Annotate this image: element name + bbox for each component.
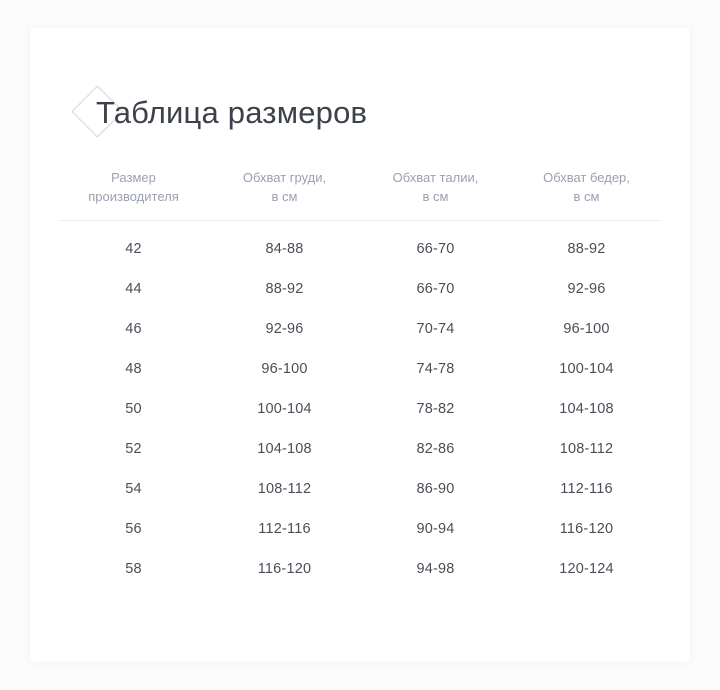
column-header-waist-line1: Обхват талии, xyxy=(392,170,479,185)
cell-waist: 86-90 xyxy=(416,481,455,497)
table-row: 56 112-116 90-94 116-120 xyxy=(58,509,662,549)
cell-size: 50 xyxy=(125,401,142,417)
cell-hips: 120-124 xyxy=(559,561,614,577)
column-header-waist: Обхват талии, в см xyxy=(360,168,511,221)
cell-size: 48 xyxy=(125,361,142,377)
table-row: 42 84-88 66-70 88-92 xyxy=(58,221,662,270)
column-header-size-line2: производителя xyxy=(88,189,179,204)
cell-size: 58 xyxy=(125,561,142,577)
table-row: 48 96-100 74-78 100-104 xyxy=(58,349,662,389)
table-row: 52 104-108 82-86 108-112 xyxy=(58,429,662,469)
table-row: 46 92-96 70-74 96-100 xyxy=(58,309,662,349)
cell-hips: 100-104 xyxy=(559,361,614,377)
cell-chest: 84-88 xyxy=(265,241,304,257)
cell-waist: 90-94 xyxy=(416,521,455,537)
size-chart-card: Таблица размеров Размер производителя Об… xyxy=(30,28,690,662)
table-row: 44 88-92 66-70 92-96 xyxy=(58,269,662,309)
cell-size: 56 xyxy=(125,521,142,537)
cell-hips: 96-100 xyxy=(563,321,610,337)
cell-waist: 82-86 xyxy=(416,441,455,457)
cell-waist: 94-98 xyxy=(416,561,455,577)
cell-waist: 66-70 xyxy=(416,281,455,297)
size-table: Размер производителя Обхват груди, в см … xyxy=(58,168,662,589)
cell-chest: 112-116 xyxy=(258,521,311,537)
page-title: Таблица размеров xyxy=(96,94,368,130)
cell-hips: 116-120 xyxy=(559,521,614,537)
cell-chest: 96-100 xyxy=(261,361,308,377)
table-row: 58 116-120 94-98 120-124 xyxy=(58,549,662,589)
cell-waist: 66-70 xyxy=(416,241,455,257)
cell-waist: 70-74 xyxy=(416,321,455,337)
cell-size: 54 xyxy=(125,481,142,497)
cell-hips: 104-108 xyxy=(559,401,614,417)
cell-size: 44 xyxy=(125,281,142,297)
column-header-size-line1: Размер xyxy=(111,170,156,185)
cell-hips: 112-116 xyxy=(560,481,613,497)
column-header-chest: Обхват груди, в см xyxy=(209,168,360,221)
cell-chest: 104-108 xyxy=(257,441,312,457)
column-header-size: Размер производителя xyxy=(58,168,209,221)
cell-hips: 108-112 xyxy=(559,441,614,457)
table-header: Размер производителя Обхват груди, в см … xyxy=(58,168,662,221)
cell-chest: 116-120 xyxy=(257,561,312,577)
title-block: Таблица размеров xyxy=(68,82,367,142)
table-row: 50 100-104 78-82 104-108 xyxy=(58,389,662,429)
cell-waist: 78-82 xyxy=(416,401,455,417)
column-header-hips: Обхват бедер, в см xyxy=(511,168,662,221)
column-header-chest-line1: Обхват груди, xyxy=(242,170,327,185)
column-header-hips-line1: Обхват бедер, xyxy=(543,170,630,185)
cell-size: 42 xyxy=(125,241,142,257)
column-header-chest-line2: в см xyxy=(271,189,298,204)
cell-waist: 74-78 xyxy=(416,361,455,377)
column-header-hips-line2: в см xyxy=(573,189,600,204)
cell-chest: 100-104 xyxy=(257,401,312,417)
cell-hips: 92-96 xyxy=(567,281,606,297)
cell-chest: 108-112 xyxy=(257,481,312,497)
cell-size: 52 xyxy=(125,441,142,457)
cell-chest: 92-96 xyxy=(265,321,304,337)
table-header-row: Размер производителя Обхват груди, в см … xyxy=(58,168,662,221)
cell-chest: 88-92 xyxy=(265,281,304,297)
table-row: 54 108-112 86-90 112-116 xyxy=(58,469,662,509)
column-header-waist-line2: в см xyxy=(422,189,449,204)
cell-hips: 88-92 xyxy=(567,241,606,257)
cell-size: 46 xyxy=(125,321,142,337)
table-body: 42 84-88 66-70 88-92 44 88-92 66-70 92-9… xyxy=(58,221,662,590)
